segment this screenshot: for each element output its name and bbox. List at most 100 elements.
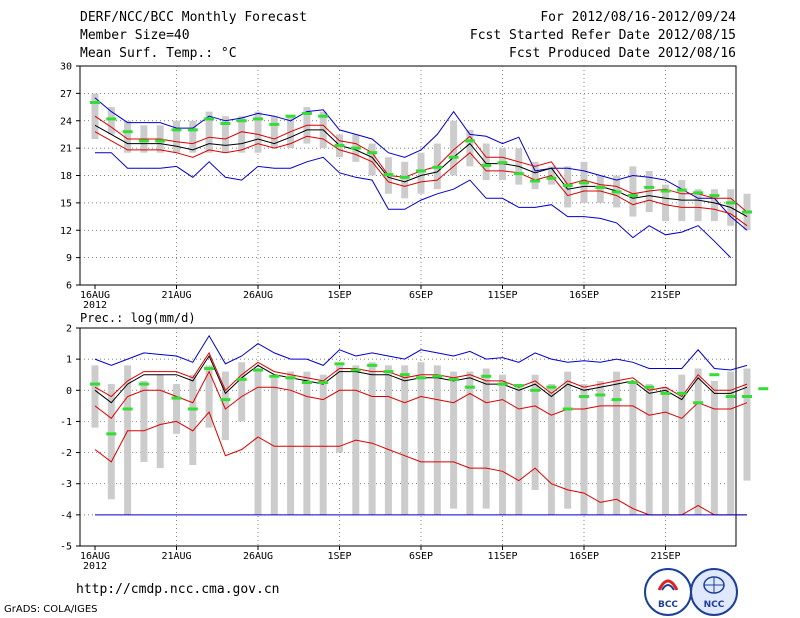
temp-series-max [94,97,748,231]
temp-median-mark [90,101,100,104]
prec-ytick-label: -4 [60,510,72,521]
temp-member-box [173,120,180,153]
prec-member-box [531,374,539,490]
temp-median-mark [367,151,378,155]
temp-median-mark [676,188,687,192]
prec-median-mark [269,374,280,378]
temp-member-box [482,143,490,181]
prec-median-mark [644,385,655,389]
prec-median-mark [253,368,263,372]
produced-date-label: Fcst Produced Date 2012/08/16 [509,46,736,61]
prec-median-mark [416,376,426,380]
prec-median-mark [693,401,704,405]
prec-median-mark [90,382,100,386]
temp-xtick-label: 16SEP [569,290,599,301]
temp-member-box [238,116,246,153]
prec-member-box [336,365,343,453]
temp-member-box [221,116,229,153]
temp-member-box [694,189,702,222]
grads-credit: GrADS: COLA/IGES [4,604,98,615]
member-size-label: Member Size=40 [80,28,190,43]
prec-member-box [287,371,295,515]
prec-median-mark [481,374,492,378]
prec-member-box [662,387,669,515]
temp-ytick-label: 6 [66,281,72,292]
prec-median-mark [725,395,736,399]
prec-ytick-label: -5 [60,542,72,553]
prec-member-box [743,368,751,481]
prec-ytick-label: -1 [60,417,72,428]
prec-median-mark [513,384,524,388]
prec-member-box [450,371,458,509]
prec-median-mark [383,370,394,374]
prec-member-box [91,365,99,428]
prec-xtick-year-label: 2012 [83,561,107,572]
temp-median-mark [595,185,606,189]
temp-member-box [124,120,132,153]
prec-median-mark [318,381,329,384]
temp-member-box [189,120,197,153]
prec-member-box [401,365,409,515]
temp-member-box [401,161,409,199]
prec-series-max [94,334,748,371]
chart-title: DERF/NCC/BCC Monthly Forecast [80,10,307,25]
ncc-globe-icon [703,576,725,594]
prec-median-mark [301,381,312,384]
temp-ytick-label: 27 [60,89,72,100]
bcc-logo-text: BCC [657,600,679,610]
temp-series-spread_low [94,131,748,227]
prec-median-mark [627,381,638,384]
prec-median-mark [676,391,687,395]
temp-median-mark [318,114,329,118]
temp-median-mark [236,119,247,123]
prec-xtick-label: 21SEP [650,551,680,562]
prec-median-mark [595,393,606,397]
forecast-period-label: For 2012/08/16-2012/09/24 [540,10,736,25]
prec-member-box [107,384,115,500]
temp-median-mark [432,165,443,169]
prec-median-mark [350,368,361,372]
ncc-logo-text: NCC [703,600,725,610]
temp-ytick-label: 30 [60,62,72,73]
prec-median-mark [758,387,769,391]
temp-xtick-label: 11SEP [487,290,517,301]
temp-member-box [662,184,669,222]
temp-member-box [450,120,458,176]
prec-series-min [94,411,747,516]
prec-median-mark [204,366,215,370]
prec-median-mark [432,374,443,378]
temp-median-mark [448,155,459,159]
temp-series-min [95,152,732,258]
temp-median-mark [709,194,720,198]
temp-median-mark [253,117,263,121]
prec-ytick-label: 2 [66,324,72,335]
temp-ytick-label: 24 [60,116,72,127]
temp-xtick-label: 21AUG [161,290,191,301]
prec-median-mark [579,395,589,399]
temp-median-mark [562,184,573,188]
temp-median-mark [497,161,508,165]
temp-median-mark [693,191,704,195]
prec-ytick-label: -3 [60,479,72,490]
prec-xtick-label: 16SEP [569,551,599,562]
temp-median-mark [416,169,426,173]
temp-median-mark [171,128,182,132]
temp-member-box [368,143,376,176]
started-date-label: Fcst Started Refer Date 2012/08/15 [469,28,736,43]
prec-member-box [433,365,441,515]
prec-member-box [319,374,327,515]
temp-median-mark [579,181,589,185]
prec-ytick-label: 0 [66,386,72,397]
temp-xtick-label: 6SEP [409,290,433,301]
prec-median-mark [497,382,508,386]
prec-median-mark [546,385,557,389]
prec-member-box [482,368,490,509]
source-url[interactable]: http://cmdp.ncc.cma.gov.cn [76,582,280,597]
temp-median-mark [138,139,149,143]
temp-median-mark [399,175,410,179]
prec-median-mark [660,391,671,395]
prec-ytick-label: -2 [60,448,72,459]
prec-xtick-label: 11SEP [487,551,517,562]
temp-median-mark [611,190,622,194]
